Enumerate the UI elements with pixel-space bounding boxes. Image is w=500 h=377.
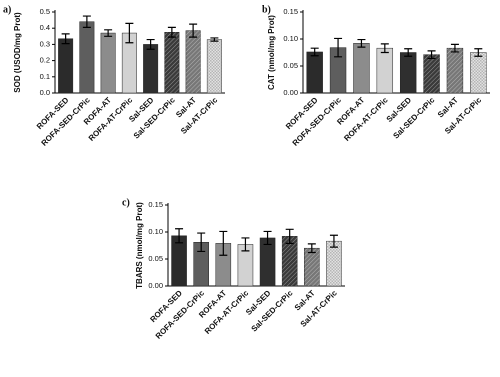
bar	[100, 32, 116, 94]
error-bar	[104, 29, 113, 37]
bar	[259, 237, 276, 287]
error-bar	[404, 48, 413, 57]
y-axis-label: SOD (USOD/mg Prot)	[13, 12, 22, 93]
bar-pattern	[304, 248, 320, 286]
error-bar	[474, 48, 483, 57]
y-tick-label: 0.0	[40, 88, 50, 97]
error-bar	[427, 50, 436, 60]
bar-pattern	[207, 39, 222, 93]
error-bar	[82, 15, 91, 28]
bar-pattern	[185, 30, 201, 94]
bar-pattern	[423, 54, 440, 93]
bar	[79, 21, 95, 94]
y-tick-label: 0.00	[283, 88, 298, 97]
panel-label: b)	[262, 4, 271, 15]
bar-pattern	[164, 32, 180, 93]
bar	[143, 44, 159, 94]
y-axis-label: CAT (nmol/mg Prot)	[267, 15, 276, 90]
y-tick-label: 0.00	[148, 281, 163, 290]
y-tick-label: 0.10	[148, 227, 163, 236]
error-bar	[334, 37, 343, 58]
panel-label: a)	[3, 4, 11, 15]
y-tick-label: 0.4	[40, 23, 50, 32]
error-bar	[380, 43, 389, 54]
error-bar	[329, 234, 338, 248]
y-tick-label: 0.05	[148, 254, 163, 263]
error-bar	[146, 38, 155, 50]
error-bar	[189, 23, 198, 38]
error-bar	[175, 228, 184, 244]
y-tick-label: 0.15	[148, 200, 163, 209]
y-tick-label: 0.5	[40, 7, 50, 16]
bar-pattern	[326, 241, 342, 286]
x-tick-label: Sal-SED-CrPic	[391, 95, 436, 140]
error-bar	[167, 26, 176, 38]
error-bar	[450, 43, 459, 53]
error-bar	[125, 22, 134, 44]
error-bar	[219, 230, 228, 256]
error-bar	[310, 47, 319, 57]
error-bar	[241, 237, 250, 252]
error-bar	[357, 38, 366, 48]
panel-label: c)	[122, 197, 130, 208]
bar	[376, 47, 394, 94]
error-bar	[197, 232, 206, 253]
bar	[306, 51, 323, 94]
bar	[353, 43, 370, 94]
y-axis-label: TBARS (nmol/mg Prot)	[135, 202, 144, 289]
bar	[58, 38, 74, 94]
error-bar	[285, 228, 294, 244]
bar-pattern	[446, 48, 463, 93]
y-tick-label: 0.10	[283, 34, 298, 43]
y-tick-label: 0.1	[40, 72, 50, 81]
bar-pattern	[282, 236, 298, 286]
bar	[399, 52, 417, 94]
error-bar	[307, 243, 316, 254]
y-tick-label: 0.15	[283, 7, 298, 16]
y-tick-label: 0.2	[40, 56, 50, 65]
y-tick-label: 0.3	[40, 39, 50, 48]
error-bar	[210, 37, 219, 42]
error-bar	[263, 230, 272, 246]
y-tick-label: 0.05	[283, 61, 298, 70]
error-bar	[61, 33, 70, 45]
bar-pattern	[470, 52, 487, 93]
x-tick-label: ROFA-AT-CrPic	[342, 95, 390, 143]
